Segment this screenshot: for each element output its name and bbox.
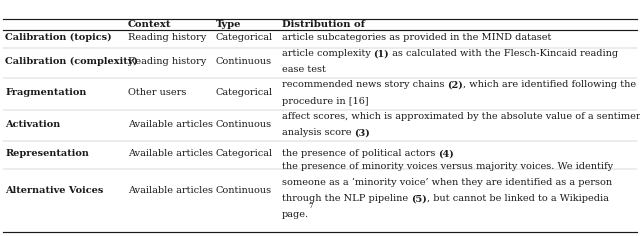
Text: Available articles: Available articles <box>128 120 213 129</box>
Text: through the NLP pipeline: through the NLP pipeline <box>282 194 411 203</box>
Text: Calibration (complexity): Calibration (complexity) <box>5 57 138 66</box>
Text: analysis score: analysis score <box>282 128 354 137</box>
Text: Continuous: Continuous <box>216 186 272 195</box>
Text: Fragmentation: Fragmentation <box>5 88 86 97</box>
Text: as calculated with the Flesch-Kincaid reading: as calculated with the Flesch-Kincaid re… <box>389 49 618 58</box>
Text: Activation: Activation <box>5 120 60 129</box>
Text: , but cannot be linked to a Wikipedia: , but cannot be linked to a Wikipedia <box>427 194 609 203</box>
Text: Distribution of: Distribution of <box>282 20 365 29</box>
Text: (3): (3) <box>354 128 370 137</box>
Text: 7: 7 <box>308 202 313 210</box>
Text: (5): (5) <box>411 194 427 203</box>
Text: the presence of minority voices versus majority voices. We identify: the presence of minority voices versus m… <box>282 162 612 171</box>
Text: Continuous: Continuous <box>216 120 272 129</box>
Text: article complexity: article complexity <box>282 49 374 58</box>
Text: ease test: ease test <box>282 65 326 74</box>
Text: (2): (2) <box>447 80 463 89</box>
Text: Calibration (topics): Calibration (topics) <box>5 33 112 42</box>
Text: Available articles: Available articles <box>128 149 213 158</box>
Text: Reading history: Reading history <box>128 33 206 42</box>
Text: Type: Type <box>216 20 241 29</box>
Text: Available articles: Available articles <box>128 186 213 195</box>
Text: Context: Context <box>128 20 172 29</box>
Text: procedure in [16]: procedure in [16] <box>282 97 368 105</box>
Text: Representation: Representation <box>5 149 89 158</box>
Text: the presence of political actors: the presence of political actors <box>282 149 438 158</box>
Text: article subcategories as provided in the MIND dataset: article subcategories as provided in the… <box>282 33 551 42</box>
Text: someone as a ‘minority voice’ when they are identified as a person: someone as a ‘minority voice’ when they … <box>282 178 612 187</box>
Text: Categorical: Categorical <box>216 149 273 158</box>
Text: Categorical: Categorical <box>216 33 273 42</box>
Text: , which are identified following the: , which are identified following the <box>463 80 636 89</box>
Text: Alternative Voices: Alternative Voices <box>5 186 104 195</box>
Text: affect scores, which is approximated by the absolute value of a sentiment: affect scores, which is approximated by … <box>282 112 640 121</box>
Text: Categorical: Categorical <box>216 88 273 97</box>
Text: (4): (4) <box>438 149 454 158</box>
Text: Reading history: Reading history <box>128 57 206 66</box>
Text: page.: page. <box>282 210 308 219</box>
Text: recommended news story chains: recommended news story chains <box>282 80 447 89</box>
Text: Continuous: Continuous <box>216 57 272 66</box>
Text: (1): (1) <box>374 49 389 58</box>
Text: Other users: Other users <box>128 88 186 97</box>
